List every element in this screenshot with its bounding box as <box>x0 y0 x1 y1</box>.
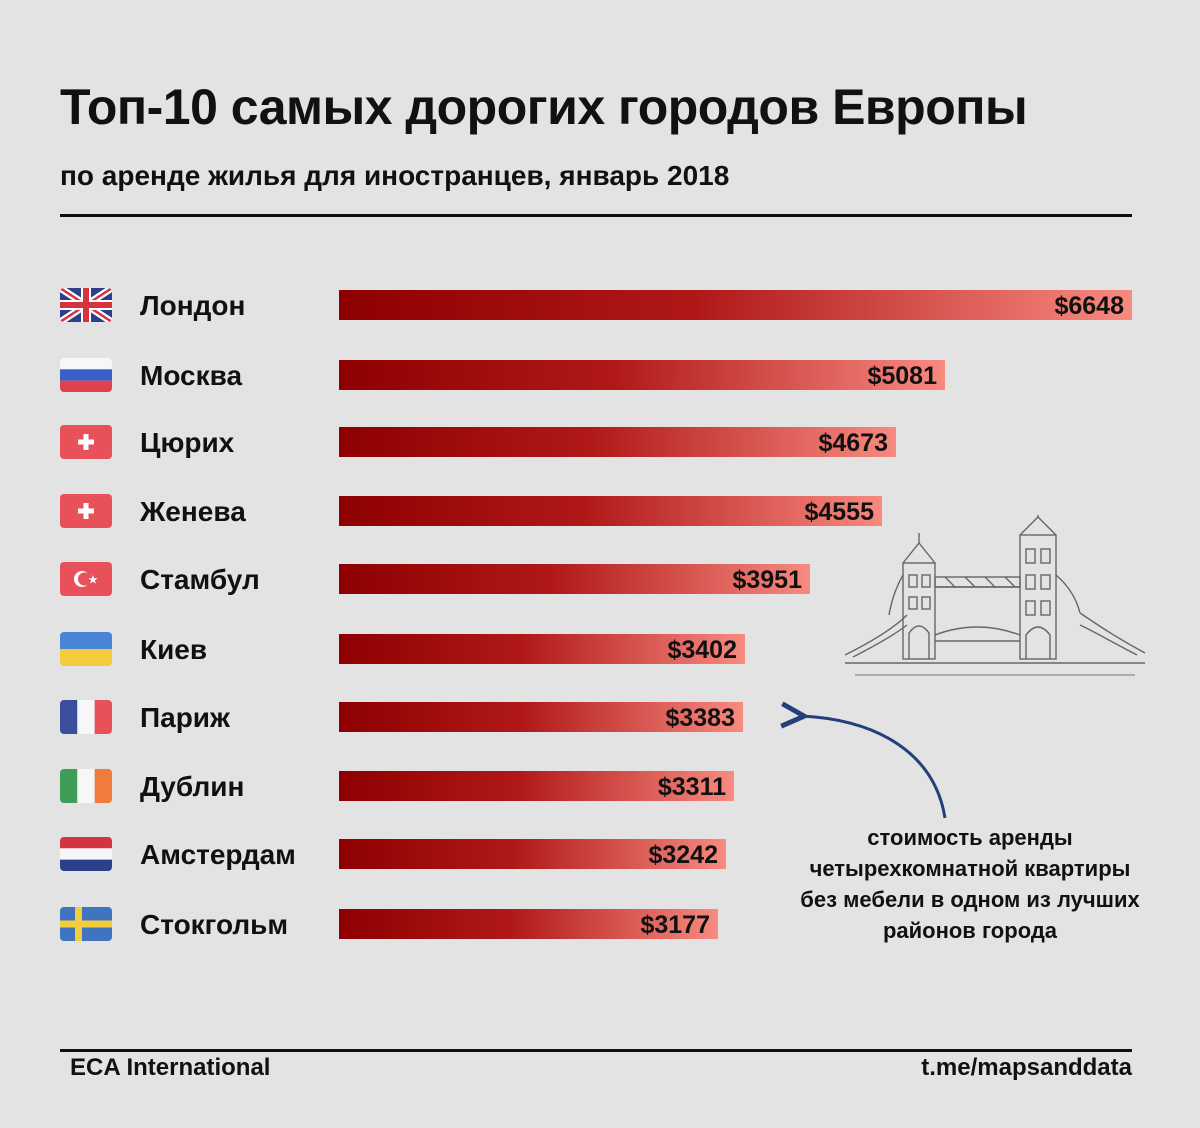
value-label: $3951 <box>732 566 802 594</box>
ireland-flag-icon <box>60 769 112 803</box>
annotation-line: стоимость аренды <box>867 825 1073 850</box>
city-label: Амстердам <box>140 839 296 870</box>
value-label: $3402 <box>667 636 737 664</box>
bar <box>339 771 734 801</box>
bar <box>339 427 896 457</box>
value-label: $4555 <box>804 498 874 526</box>
value-label: $6648 <box>1054 292 1124 320</box>
annotation-arrow <box>802 716 947 819</box>
france-flag-icon <box>60 700 112 734</box>
switzerland-flag-icon <box>60 494 112 528</box>
uk-flag-icon <box>60 288 112 322</box>
bar <box>339 909 718 939</box>
city-label: Дублин <box>140 771 244 802</box>
top-divider <box>60 214 1132 217</box>
city-label: Москва <box>140 360 242 391</box>
page-subtitle: по аренде жилья для иностранцев, январь … <box>60 160 730 191</box>
sweden-flag-icon <box>60 907 112 941</box>
value-label: $4673 <box>818 429 888 457</box>
value-label: $3383 <box>665 704 735 732</box>
bar <box>339 702 743 732</box>
city-label: Париж <box>140 702 231 733</box>
labels-group: $6648 Лондон $5081 Москва $4673 Цюрих $4555 Жен… <box>139 290 1124 940</box>
value-label: $5081 <box>867 362 937 390</box>
tower-bridge-illustration <box>845 515 1145 676</box>
bar <box>339 290 1132 320</box>
value-label: $3311 <box>658 773 726 801</box>
bar <box>339 360 945 390</box>
flags-group <box>60 288 112 941</box>
value-label: $3177 <box>640 911 710 939</box>
page-title: Топ-10 самых дорогих городов Европы <box>60 79 1028 135</box>
switzerland-flag-icon <box>60 425 112 459</box>
bar <box>339 839 726 869</box>
annotation-line: районов города <box>882 918 1058 943</box>
netherlands-flag-icon <box>60 837 112 871</box>
city-label: Цюрих <box>140 427 235 458</box>
ukraine-flag-icon <box>60 632 112 666</box>
bar <box>339 564 810 594</box>
city-label: Женева <box>139 496 246 527</box>
bar <box>339 634 745 664</box>
turkey-flag-icon <box>60 562 112 596</box>
russia-flag-icon <box>60 358 112 392</box>
source-label: ECA International <box>70 1054 271 1081</box>
city-label: Киев <box>140 634 207 665</box>
value-label: $3242 <box>648 841 718 869</box>
annotation-line: четырехкомнатной квартиры <box>809 856 1131 881</box>
bars-group <box>339 290 1132 939</box>
bar-annotation: стоимость аренды четырехкомнатной кварти… <box>770 822 1170 946</box>
city-label: Стамбул <box>140 564 260 595</box>
bottom-divider <box>60 1049 1132 1052</box>
credit-link[interactable]: t.me/mapsanddata <box>921 1054 1132 1081</box>
city-label: Лондон <box>140 290 245 321</box>
city-label: Стокгольм <box>140 909 288 940</box>
annotation-line: без мебели в одном из лучших <box>800 887 1140 912</box>
bar <box>339 496 882 526</box>
